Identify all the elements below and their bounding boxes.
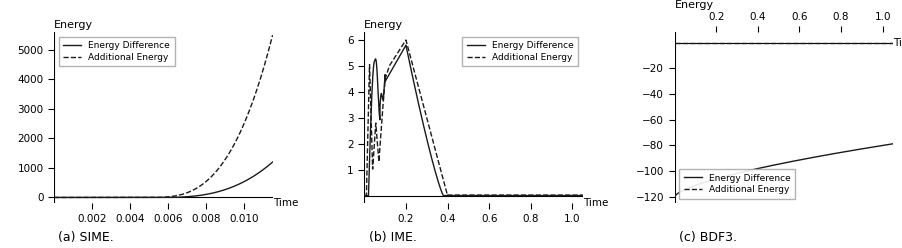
Text: Energy: Energy bbox=[675, 0, 713, 10]
Text: Time: Time bbox=[893, 37, 902, 48]
Text: Time: Time bbox=[272, 198, 298, 208]
Legend: Energy Difference, Additional Energy: Energy Difference, Additional Energy bbox=[59, 37, 175, 66]
Text: (c) BDF3.: (c) BDF3. bbox=[679, 231, 737, 244]
Text: (a) SIME.: (a) SIME. bbox=[59, 231, 115, 244]
Text: Time: Time bbox=[583, 198, 608, 208]
Legend: Energy Difference, Additional Energy: Energy Difference, Additional Energy bbox=[679, 169, 795, 199]
Text: Energy: Energy bbox=[364, 20, 403, 30]
Text: Energy: Energy bbox=[54, 20, 93, 30]
Legend: Energy Difference, Additional Energy: Energy Difference, Additional Energy bbox=[462, 37, 578, 66]
Text: (b) IME.: (b) IME. bbox=[369, 231, 417, 244]
